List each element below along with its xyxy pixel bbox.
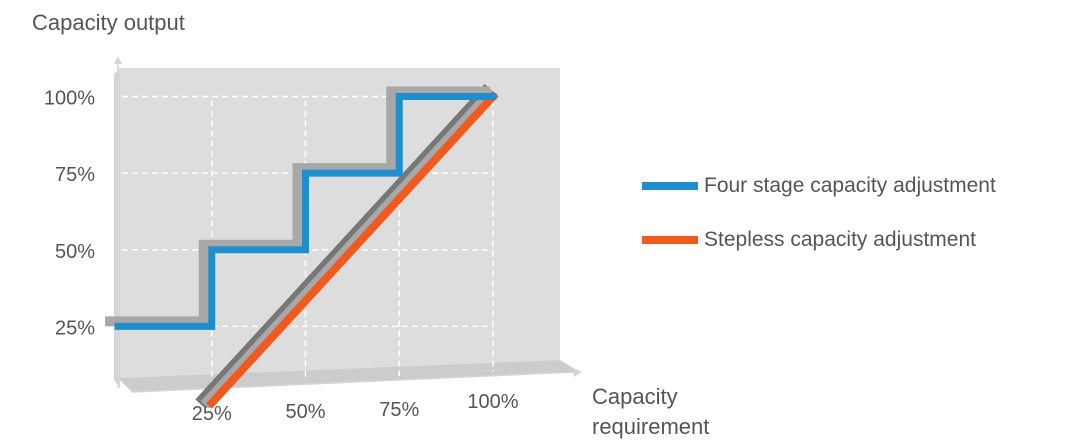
chart-left-edge: [114, 68, 120, 388]
series-four-stage-shadow: [105, 86, 490, 327]
series-stepless-line: [206, 90, 499, 409]
legend-label-stepless: Stepless capacity adjustment: [704, 228, 976, 251]
y-tick-label: 50%: [55, 241, 95, 263]
y-tick-label: 75%: [55, 164, 95, 186]
y-axis-title: Capacity output: [32, 10, 185, 35]
series-stepless-shadow-light: [200, 87, 497, 409]
x-tick-label: 50%: [285, 401, 325, 423]
x-tick-label: 100%: [467, 391, 518, 413]
x-axis-title-line: Capacity: [592, 384, 678, 409]
legend-swatch-four-stage: [642, 182, 698, 190]
legend: Four stage capacity adjustment Stepless …: [642, 170, 996, 278]
y-tick-label: 100%: [44, 88, 95, 110]
legend-label-four-stage: Four stage capacity adjustment: [704, 174, 996, 197]
legend-swatch-stepless: [642, 236, 698, 244]
series-four-stage-line: [114, 93, 497, 330]
x-axis-arrow: [573, 368, 582, 377]
y-axis-arrow: [114, 56, 122, 64]
x-axis-title-line: requirement: [592, 414, 709, 439]
legend-item-four-stage: Four stage capacity adjustment: [642, 170, 996, 202]
x-tick-label: 25%: [192, 403, 232, 425]
y-tick-label: 25%: [55, 317, 95, 339]
legend-item-stepless: Stepless capacity adjustment: [642, 224, 996, 256]
x-tick-label: 75%: [379, 399, 419, 421]
